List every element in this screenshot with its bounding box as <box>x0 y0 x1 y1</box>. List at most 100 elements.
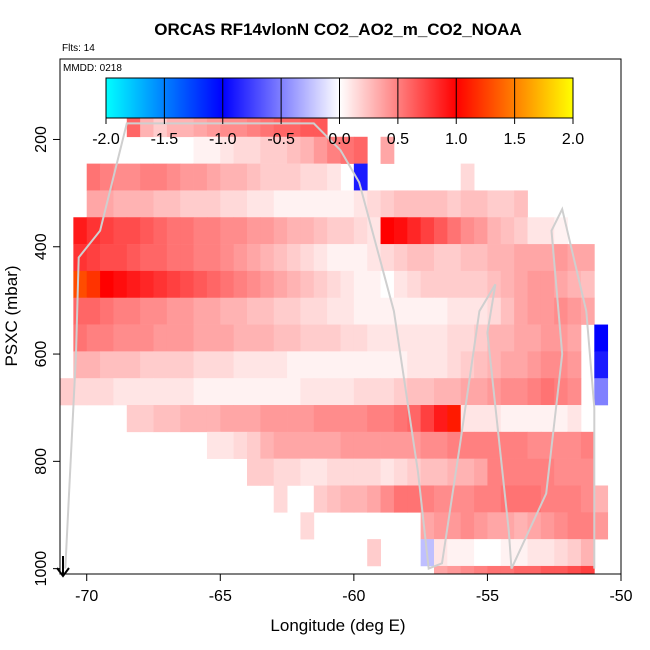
heatmap-cell <box>393 458 408 486</box>
heatmap-cell <box>260 458 275 486</box>
x-tick-label: -70 <box>75 588 98 605</box>
heatmap-cell <box>113 378 128 406</box>
heatmap-cell <box>153 405 168 433</box>
heatmap-cell <box>474 565 488 574</box>
heatmap-cell <box>153 217 168 245</box>
y-tick-label: 800 <box>33 448 50 475</box>
heatmap-cell <box>500 190 515 218</box>
heatmap-cell <box>527 431 542 459</box>
heatmap-cell <box>460 163 475 191</box>
heatmap-cell <box>567 378 582 406</box>
heatmap-cell <box>460 485 475 513</box>
heatmap-cell <box>420 405 435 433</box>
heatmap-cell <box>100 378 114 406</box>
heatmap-cell <box>380 431 395 459</box>
heatmap-cell <box>260 136 275 164</box>
heatmap-cell <box>273 270 288 299</box>
heatmap-cell <box>353 485 368 513</box>
heatmap-cell <box>166 378 181 406</box>
heatmap-cell <box>206 405 221 433</box>
heatmap-cell <box>367 190 381 218</box>
heatmap-cell <box>460 458 475 486</box>
heatmap-cell <box>594 512 609 540</box>
heatmap-cell <box>407 190 422 218</box>
heatmap-cell <box>393 270 408 299</box>
heatmap-cell <box>153 190 168 218</box>
heatmap-cell <box>447 324 462 352</box>
heatmap-cell <box>273 136 288 164</box>
heatmap-cell <box>220 217 235 245</box>
heatmap-cell <box>233 163 248 191</box>
heatmap-cell <box>367 485 381 513</box>
heatmap-cell <box>233 244 248 272</box>
heatmap-cell <box>86 378 101 406</box>
heatmap-cell <box>353 458 368 486</box>
heatmap-cell <box>367 270 381 299</box>
heatmap-cell <box>260 324 275 352</box>
heatmap-cell <box>206 378 221 406</box>
heatmap-cell <box>487 297 502 325</box>
heatmap-cell <box>193 244 208 272</box>
heatmap-cell <box>300 270 315 299</box>
heatmap-cell <box>434 297 448 325</box>
heatmap-cell <box>514 539 528 567</box>
heatmap-cell <box>247 378 261 406</box>
heatmap-cell <box>220 244 235 272</box>
heatmap-cell <box>327 297 341 325</box>
heatmap-cell <box>180 351 194 379</box>
heatmap-cell <box>206 324 221 352</box>
heatmap-cell <box>233 136 248 164</box>
heatmap-cell <box>166 405 181 433</box>
heatmap-cell <box>474 351 488 379</box>
heatmap-cell <box>340 431 355 459</box>
heatmap-cell <box>487 458 502 486</box>
heatmap-cell <box>500 378 515 406</box>
heatmap-cell <box>487 244 502 272</box>
heatmap-cell <box>247 217 261 245</box>
heatmap-cell <box>327 378 341 406</box>
heatmap-cell <box>220 378 235 406</box>
heatmap-cell <box>287 458 301 486</box>
heatmap-cell <box>393 351 408 379</box>
heatmap-cell <box>540 324 555 352</box>
heatmap-cell <box>380 217 395 245</box>
heatmap-cell <box>233 351 248 379</box>
heatmap-cell <box>434 190 448 218</box>
heatmap-cell <box>434 217 448 245</box>
heatmap-cell <box>380 136 395 164</box>
heatmap-cell <box>540 539 555 567</box>
heatmap-cell <box>313 405 328 433</box>
heatmap-cell <box>193 270 208 299</box>
heatmap-cell <box>247 297 261 325</box>
heatmap-cell <box>580 458 595 486</box>
heatmap-cell <box>260 378 275 406</box>
flights-label: Flts: 14 <box>62 43 95 54</box>
heatmap-cell <box>580 512 595 540</box>
heatmap-cell <box>140 297 154 325</box>
heatmap-cell <box>313 270 328 299</box>
heatmap-cell <box>313 217 328 245</box>
heatmap-cell <box>353 217 368 245</box>
heatmap-cell <box>380 458 395 486</box>
heatmap-cell <box>474 270 488 299</box>
heatmap-cell <box>100 270 114 299</box>
heatmap-cell <box>527 485 542 513</box>
heatmap-cell <box>393 405 408 433</box>
heatmap-cell <box>327 458 341 486</box>
heatmap-cell <box>193 217 208 245</box>
heatmap-cell <box>220 405 235 433</box>
heatmap-cell <box>153 163 168 191</box>
colorbar-tick-label: -1.0 <box>209 131 237 148</box>
heatmap-cell <box>260 351 275 379</box>
heatmap-cell <box>193 351 208 379</box>
heatmap-cell <box>193 136 208 164</box>
heatmap-cells <box>60 109 609 574</box>
heatmap-cell <box>393 190 408 218</box>
heatmap-cell <box>287 217 301 245</box>
heatmap-cell <box>247 244 261 272</box>
heatmap-cell <box>73 270 88 299</box>
heatmap-cell <box>447 244 462 272</box>
heatmap-cell <box>447 512 462 540</box>
heatmap-cell <box>527 405 542 433</box>
heatmap-cell <box>540 485 555 513</box>
